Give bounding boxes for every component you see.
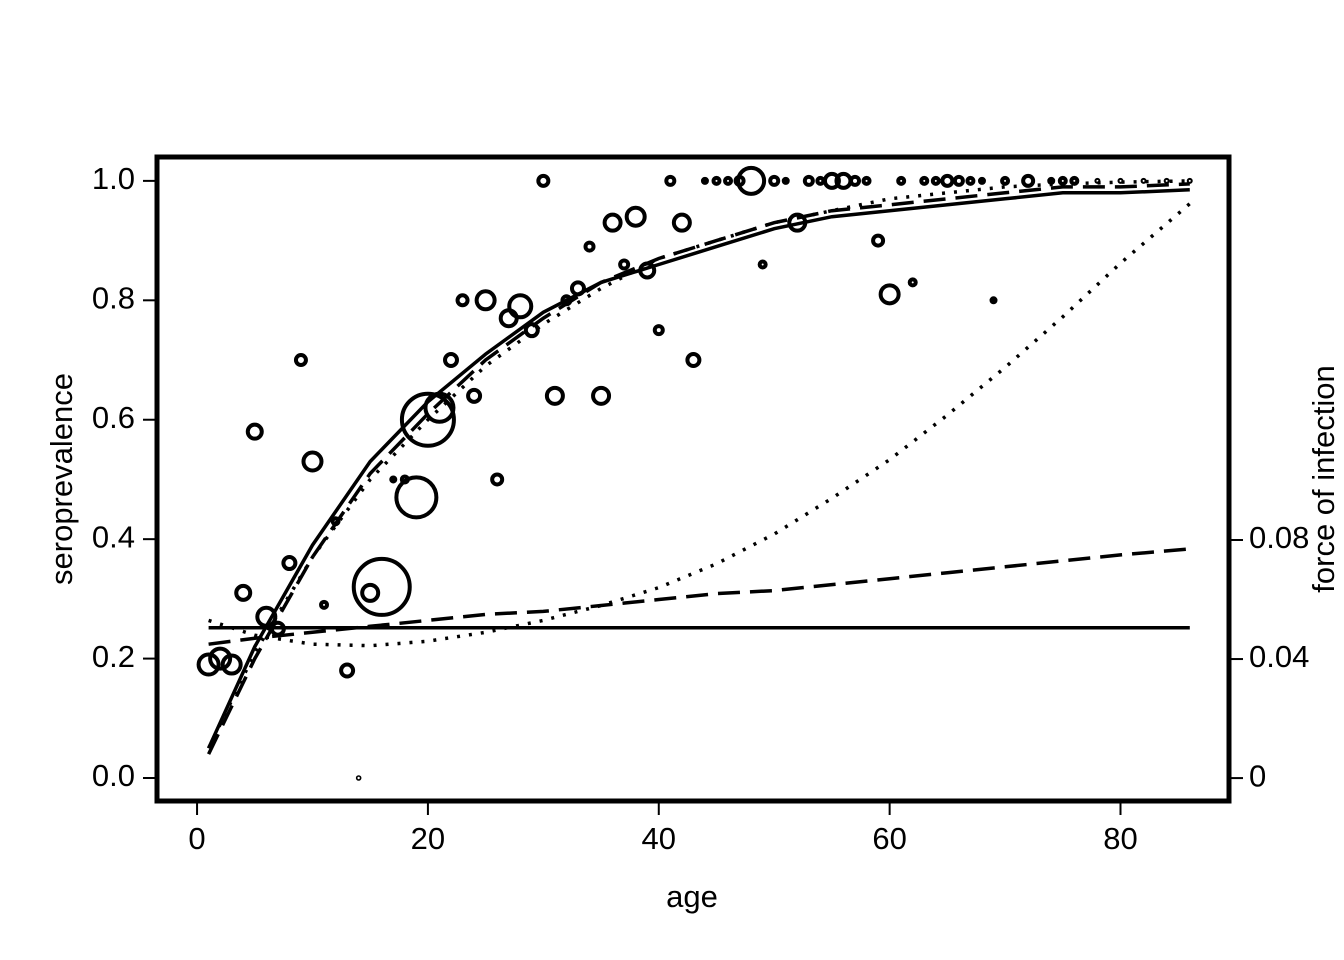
curve (208, 547, 1190, 646)
bubble (355, 775, 362, 781)
bubble (664, 174, 677, 187)
y2-tick-label: 0.08 (1249, 520, 1309, 555)
bubble (802, 174, 815, 187)
bubble (907, 277, 918, 288)
y-tick-label: 0.0 (92, 758, 135, 793)
bubble (498, 308, 519, 329)
bubble (1186, 177, 1193, 184)
y-tick-label: 0.2 (92, 639, 135, 674)
bubble (208, 646, 233, 671)
y-tick-label: 0.6 (92, 400, 135, 435)
y2-tick-label: 0 (1249, 758, 1266, 793)
bubble (757, 259, 768, 270)
curve (207, 182, 1190, 755)
bubble (977, 176, 986, 185)
bubble (919, 175, 930, 186)
bubble (685, 352, 702, 369)
bubble (220, 653, 243, 676)
bubble (940, 173, 955, 188)
bubble (474, 289, 497, 312)
curve (207, 179, 1190, 749)
y2-tick-label: 0.04 (1249, 639, 1309, 674)
bubble (736, 165, 767, 196)
bubble (618, 258, 631, 271)
y-tick-label: 0.8 (92, 280, 135, 315)
y2-axis-label: force of infection (1306, 365, 1341, 592)
x-axis-label: age (666, 879, 718, 914)
bubble (544, 385, 565, 406)
bubble (1163, 177, 1170, 184)
x-tick-label: 40 (642, 821, 676, 856)
bubble (443, 352, 460, 369)
bubble (781, 176, 790, 185)
bubble (301, 450, 324, 473)
bubble (871, 233, 886, 248)
bubble (360, 582, 381, 603)
bubble (455, 293, 470, 308)
bubble (849, 174, 862, 187)
bubble (339, 662, 356, 679)
bubble (490, 472, 505, 487)
y-tick-label: 0.4 (92, 519, 135, 554)
bubble (878, 283, 901, 306)
bubble (1000, 175, 1011, 186)
bubble (896, 175, 907, 186)
y-tick-label: 1.0 (92, 161, 135, 196)
bubble (466, 387, 483, 404)
bubble (281, 555, 298, 572)
bubble (723, 175, 734, 186)
bubble (583, 240, 596, 253)
bubble (507, 293, 534, 320)
bubble (652, 324, 665, 337)
bubble (389, 475, 398, 484)
bubble (768, 174, 781, 187)
bubble (965, 175, 976, 186)
curve (207, 188, 1190, 749)
bubble (815, 175, 826, 186)
bubble (1047, 176, 1056, 185)
bubble (1117, 177, 1124, 184)
bubble (351, 556, 412, 617)
bubble (602, 212, 623, 233)
bubble (245, 422, 264, 441)
bubble (523, 322, 540, 339)
x-tick-label: 60 (872, 821, 906, 856)
bubble (1094, 177, 1101, 184)
y-axis-label: seroprevalence (44, 373, 79, 585)
bubble (394, 475, 439, 520)
x-tick-label: 80 (1103, 821, 1137, 856)
bubble (711, 175, 722, 186)
bubble (196, 652, 221, 677)
bubble (234, 583, 253, 602)
x-tick-label: 20 (411, 821, 445, 856)
bubble (700, 176, 709, 185)
bubble (591, 385, 612, 406)
bubble (822, 171, 841, 190)
x-tick-label: 0 (188, 821, 205, 856)
bubble (671, 212, 692, 233)
bubble (989, 296, 998, 305)
bubble (293, 353, 308, 368)
bubble (624, 205, 647, 228)
bubble (536, 173, 551, 188)
bubble (952, 174, 965, 187)
bubble (1140, 177, 1147, 184)
plot-frame (154, 154, 1232, 804)
bubble (930, 175, 941, 186)
bubble (399, 391, 456, 448)
bubble (861, 175, 872, 186)
bubble (319, 599, 330, 610)
